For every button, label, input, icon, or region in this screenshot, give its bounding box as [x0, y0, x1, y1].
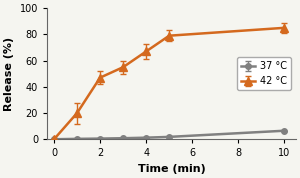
X-axis label: Time (min): Time (min) [138, 164, 206, 174]
Y-axis label: Release (%): Release (%) [4, 37, 14, 111]
Legend: 37 °C, 42 °C: 37 °C, 42 °C [237, 57, 291, 90]
